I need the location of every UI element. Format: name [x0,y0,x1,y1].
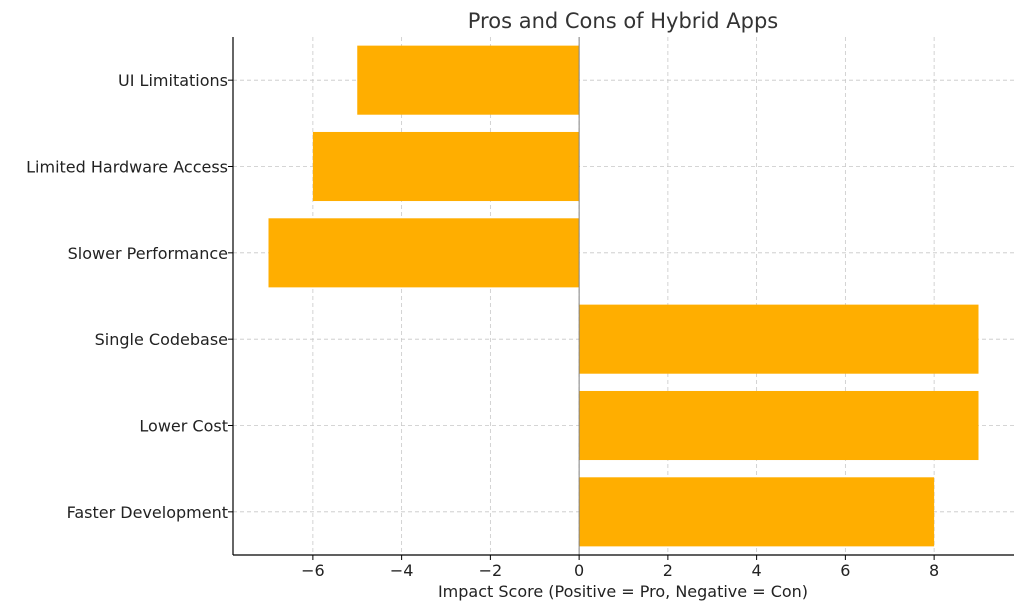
bar-ui-limitations [357,45,580,115]
x-tick-label: 2 [663,561,673,580]
x-tick-label: 8 [929,561,939,580]
category-label: Single Codebase [95,330,228,349]
bar-faster-development [579,477,935,547]
bar-lower-cost [579,390,979,461]
y-ticks: Faster Development Lower Cost Single Codeb… [26,71,233,522]
plot-area: −6 −4 −2 0 2 4 6 8 Faster Development Lower Cost… [26,37,1014,580]
x-tick-label: 6 [840,561,850,580]
x-tick-label: 4 [752,561,762,580]
category-label: Faster Development [67,503,228,522]
category-label: Limited Hardware Access [26,158,228,177]
chart-title: Pros and Cons of Hybrid Apps [468,9,778,33]
bar-single-codebase [579,304,979,374]
x-tick-label: 0 [574,561,584,580]
bar-slower-performance [268,218,580,288]
category-label: Slower Performance [68,244,228,263]
bars [268,45,979,547]
bar-limited-hardware-access [312,131,580,202]
category-label: UI Limitations [118,71,228,90]
category-label: Lower Cost [139,417,228,436]
x-tick-label: −6 [301,561,325,580]
x-tick-label: −4 [390,561,414,580]
x-ticks: −6 −4 −2 0 2 4 6 8 [301,555,939,580]
x-tick-label: −2 [479,561,503,580]
x-axis-label: Impact Score (Positive = Pro, Negative =… [438,582,808,601]
